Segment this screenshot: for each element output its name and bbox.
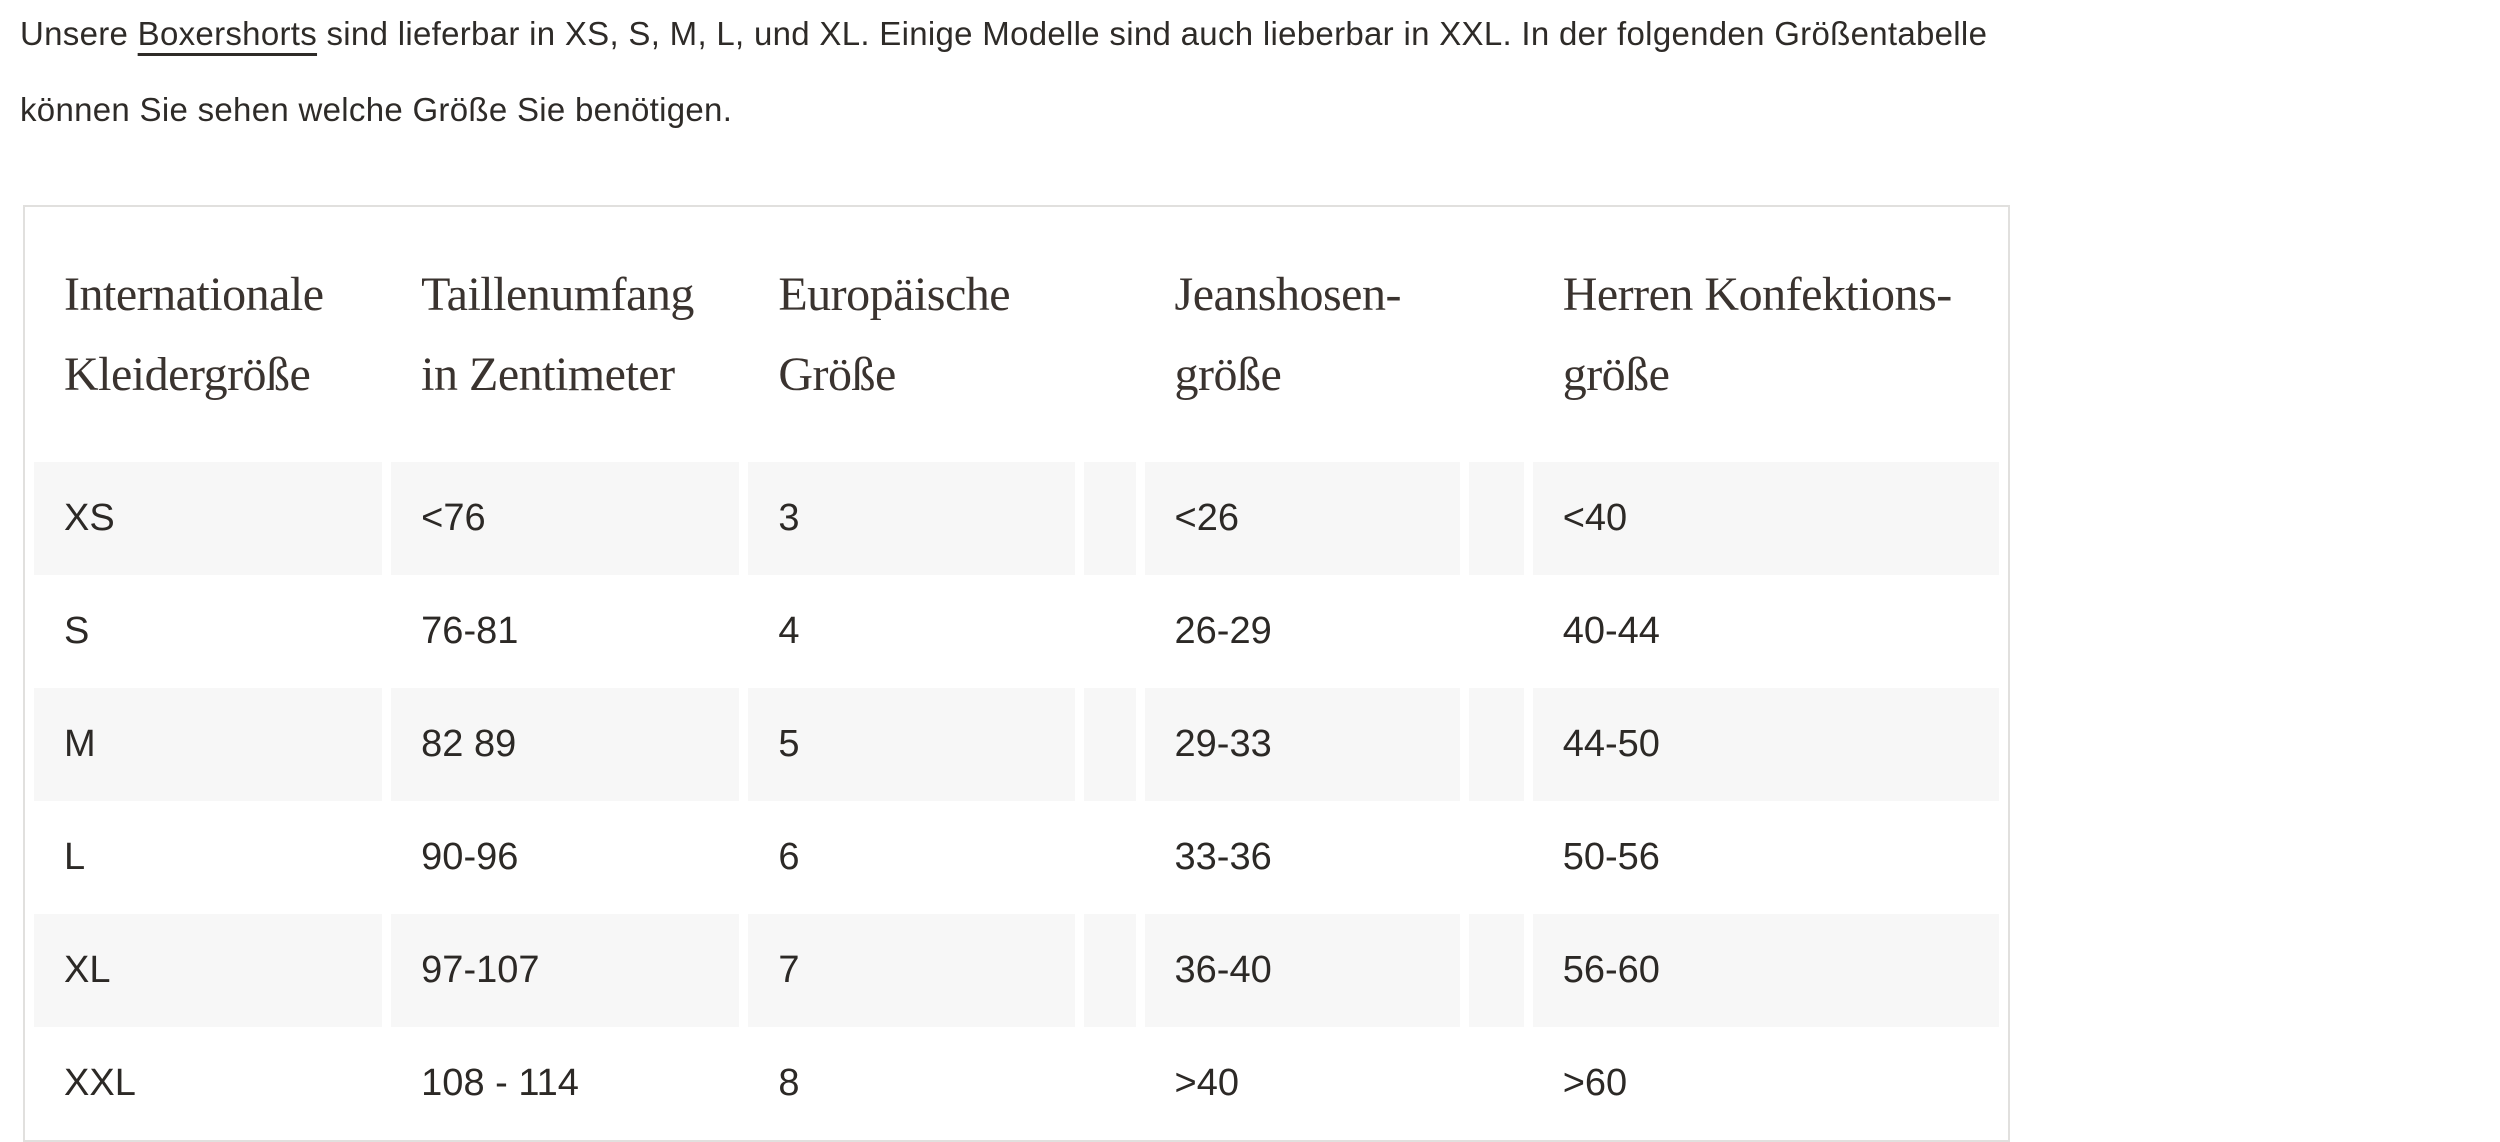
cell-waist-cm: 108 - 114 [421,1062,579,1104]
intro-paragraph: Unsere Boxershorts sind lieferbar in XS,… [20,0,1987,148]
cell-eu-size: 3 [748,462,1075,575]
header-waist-cm: Taillenumfang in Zentimeter [421,267,694,401]
size-table: Internationale Kleidergröße Taillenumfan… [23,205,2010,1142]
intro-line-1: Unsere Boxershorts sind lieferbar in XS,… [20,0,1987,72]
header-row: Internationale Kleidergröße Taillenumfan… [34,207,1999,462]
table-row-s: S 76-81 4 26-29 40-44 [34,575,1999,688]
spacer-cell [1469,575,1524,688]
cell-eu-size: 6 [778,836,800,878]
cell-konfektion-size: 50-56 [1562,836,1660,878]
cell-waist-cm: 76-81 [421,610,519,652]
spacer-cell [1084,801,1136,914]
spacer-cell [1083,914,1136,1027]
cell-eu-size: 8 [778,1062,800,1104]
cell-konfektion-size: 56-60 [1532,914,1999,1027]
cell-waist-cm: 90-96 [421,836,519,878]
cell-waist-cm: 97-107 [391,914,740,1027]
header-international-size: Internationale Kleidergröße [64,267,324,401]
cell-eu-size: 5 [748,688,1075,801]
spacer-cell [1468,462,1524,575]
spacer-cell [1084,575,1136,688]
spacer-cell [1084,1027,1136,1140]
cell-international-size: XXL [64,1062,136,1104]
header-spacer [1469,207,1524,462]
cell-konfektion-size: >60 [1562,1062,1628,1104]
spacer-cell [1083,688,1136,801]
spacer-cell [1468,914,1524,1027]
header-jeans-size: Jeanshosen- größe [1174,267,1402,401]
cell-konfektion-size: 40-44 [1562,610,1660,652]
table-row-l: L 90-96 6 33-36 50-56 [34,801,1999,914]
intro-text-before-link: Unsere [20,15,138,52]
header-eu-size: Europäische Größe [778,267,1011,401]
header-spacer [1084,207,1136,462]
intro-line-2: können Sie sehen welche Größe Sie benöti… [20,91,733,128]
header-konfektion-size: Herren Konfektions- größe [1562,267,1953,401]
cell-jeans-size: 36-40 [1144,914,1460,1027]
cell-international-size: XL [34,914,383,1027]
spacer-cell [1469,801,1524,914]
cell-international-size: L [64,836,86,878]
cell-konfektion-size: 44-50 [1532,688,1999,801]
cell-waist-cm: <76 [391,462,740,575]
spacer-cell [1468,688,1524,801]
table-row-xl: XL 97-107 7 36-40 56-60 [34,914,1999,1027]
intro-text-after-link: sind lieferbar in XS, S, M, L, und XL. E… [317,15,1988,52]
table-row-xs: XS <76 3 <26 <40 [34,462,1999,575]
spacer-cell [1083,462,1136,575]
boxershorts-link[interactable]: Boxershorts [137,15,318,52]
cell-international-size: S [64,610,90,652]
cell-international-size: M [34,688,383,801]
cell-jeans-size: >40 [1174,1062,1239,1104]
cell-international-size: XS [34,462,383,575]
cell-jeans-size: 29-33 [1144,688,1460,801]
cell-eu-size: 4 [778,610,800,652]
cell-waist-cm: 82 89 [391,688,740,801]
cell-jeans-size: 26-29 [1174,610,1272,652]
table-row-m: M 82 89 5 29-33 44-50 [34,688,1999,801]
cell-jeans-size: <26 [1144,462,1460,575]
table-row-xxl: XXL 108 - 114 8 >40 >60 [34,1027,1999,1140]
spacer-cell [1469,1027,1524,1140]
cell-eu-size: 7 [748,914,1075,1027]
cell-jeans-size: 33-36 [1174,836,1272,878]
cell-konfektion-size: <40 [1532,462,1999,575]
